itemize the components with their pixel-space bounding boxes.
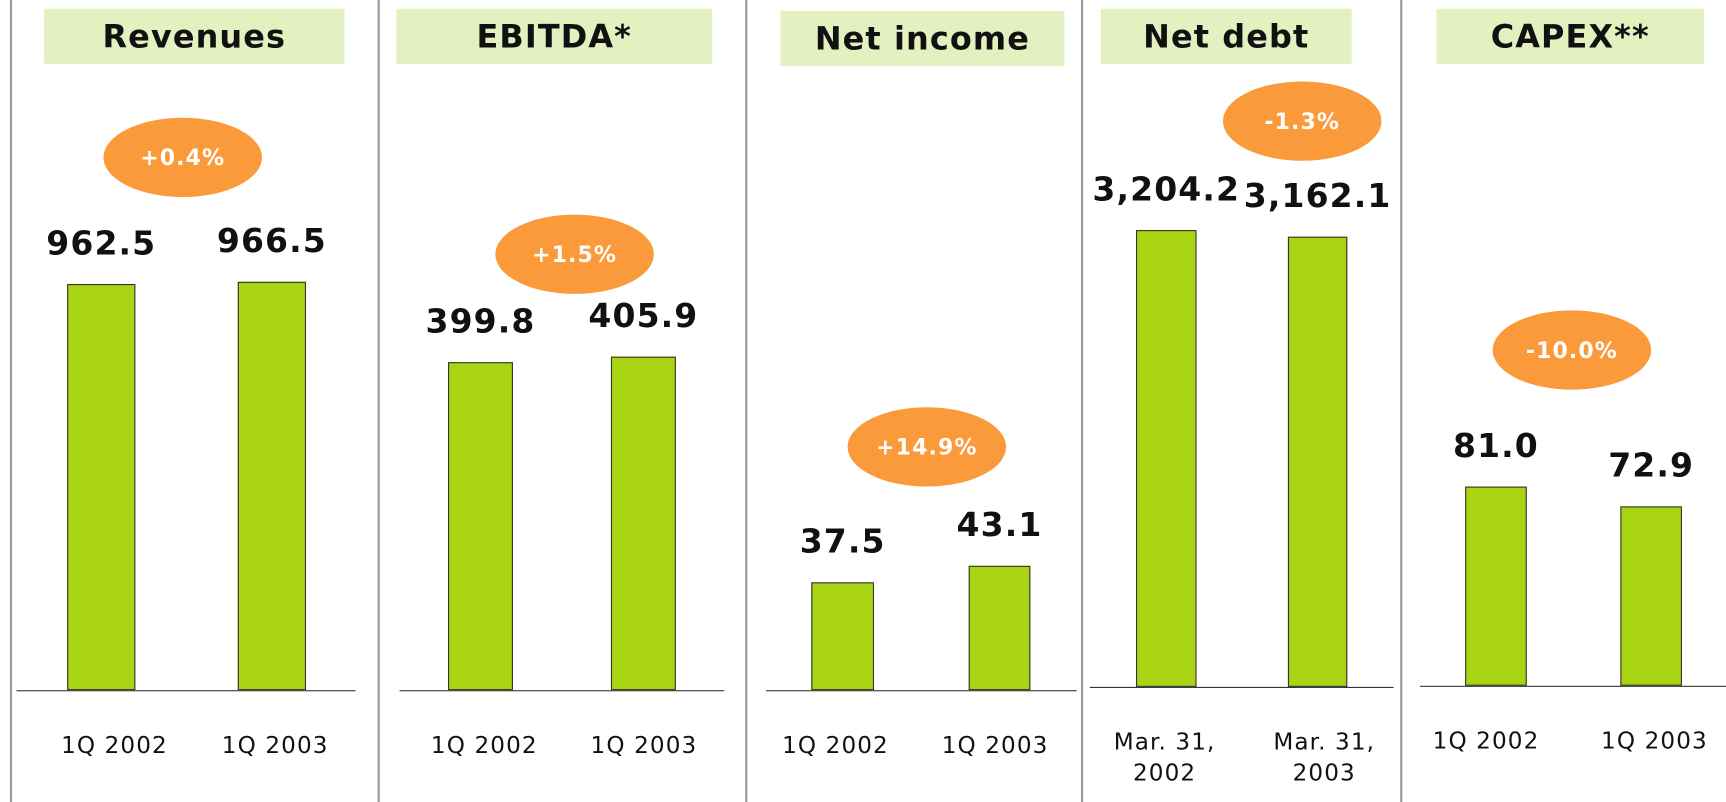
panel-title: CAPEX** bbox=[1436, 8, 1704, 64]
x-tick-label: 1Q 2002 bbox=[430, 732, 538, 759]
value-label: 966.5 bbox=[216, 222, 327, 262]
value-label: 43.1 bbox=[956, 506, 1043, 545]
baseline bbox=[399, 690, 725, 692]
bar bbox=[811, 582, 875, 691]
value-label: 3,162.1 bbox=[1243, 177, 1392, 216]
baseline bbox=[1089, 686, 1394, 688]
panel-title: EBITDA* bbox=[396, 8, 713, 64]
x-tick-label: 1Q 2003 bbox=[221, 732, 329, 759]
value-label: 37.5 bbox=[799, 522, 886, 562]
bar bbox=[1135, 230, 1197, 687]
x-tick-label: 1Q 2003 bbox=[1601, 727, 1708, 755]
value-label: 81.0 bbox=[1452, 426, 1539, 466]
value-label: 962.5 bbox=[46, 224, 157, 263]
baseline bbox=[1419, 685, 1726, 687]
bar bbox=[448, 361, 513, 691]
bar bbox=[968, 565, 1031, 691]
bar bbox=[1287, 236, 1348, 687]
x-tick-label: 1Q 2002 bbox=[782, 732, 889, 759]
change-badge: +0.4% bbox=[103, 117, 262, 198]
change-badge: +14.9% bbox=[847, 407, 1007, 487]
bar bbox=[1465, 486, 1527, 686]
baseline bbox=[16, 690, 356, 692]
change-badge: +1.5% bbox=[495, 214, 654, 294]
bar bbox=[1620, 506, 1682, 686]
change-badge: -1.3% bbox=[1222, 81, 1382, 161]
x-tick-label: 1Q 2002 bbox=[1432, 727, 1540, 755]
panel-title: Revenues bbox=[44, 8, 345, 64]
panel-title: Net debt bbox=[1100, 8, 1352, 64]
value-label: 3,204.2 bbox=[1092, 171, 1241, 210]
value-label: 399.8 bbox=[425, 302, 536, 342]
x-tick-label: Mar. 31, 2003 bbox=[1273, 728, 1376, 786]
change-badge: -10.0% bbox=[1492, 310, 1652, 390]
panel-title: Net income bbox=[780, 11, 1065, 67]
separator bbox=[9, 0, 13, 802]
separator bbox=[377, 0, 380, 802]
value-label: 72.9 bbox=[1608, 446, 1695, 486]
bar bbox=[610, 356, 676, 691]
separator bbox=[1080, 0, 1084, 802]
separator bbox=[745, 0, 748, 802]
x-tick-label: 1Q 2003 bbox=[590, 732, 698, 759]
x-tick-label: 1Q 2002 bbox=[61, 732, 168, 759]
bar bbox=[67, 283, 136, 691]
bar bbox=[237, 282, 307, 691]
separator bbox=[1400, 0, 1403, 802]
x-tick-label: 1Q 2003 bbox=[941, 732, 1049, 759]
x-tick-label: Mar. 31, 2002 bbox=[1113, 728, 1216, 786]
baseline bbox=[766, 690, 1077, 692]
value-label: 405.9 bbox=[588, 297, 699, 337]
